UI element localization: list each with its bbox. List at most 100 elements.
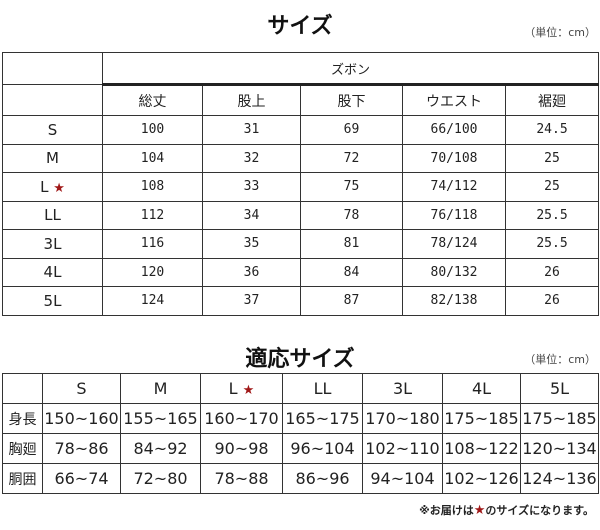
empty-cell [2,84,103,116]
row-label: 胴囲 [2,463,43,494]
table-cell: 66~74 [42,463,121,494]
empty-cell [2,52,103,85]
size-text: 3L [43,234,62,253]
table-cell: 25 [504,143,600,173]
size-chart-title: サイズ [267,14,333,39]
size-label: 4L [2,257,103,287]
size-label: L ★ [2,172,103,202]
fit-size-table: S M L ★ LL 3L 4L 5L 身長 150~160 155~165 160~170 165… [2,373,599,494]
size-label: LL [2,200,103,230]
star-icon: ★ [242,383,255,398]
table-cell: 72 [300,143,403,173]
table-cell: 34 [202,200,301,230]
table-row: 胴囲 66~74 72~80 78~88 86~96 94~104 102~126 124~1… [2,463,599,494]
size-text: S [76,379,87,398]
table-cell: 120 [102,257,203,287]
table-cell: 25.5 [504,229,600,259]
table-cell: 72~80 [120,463,201,494]
table-cell: 150~160 [42,403,121,434]
table-cell: 75 [300,172,403,202]
table-cell: 102~110 [362,433,443,464]
row-label: 胸廻 [2,433,43,464]
column-header: 総丈 [102,84,203,116]
table-cell: 37 [202,286,301,316]
column-header: 股下 [300,84,403,116]
star-icon: ★ [473,503,486,518]
table-cell: 78 [300,200,403,230]
table-cell: 84~92 [120,433,201,464]
table-cell: 69 [300,115,403,145]
size-text: M [46,149,59,168]
size-label: M [2,143,103,173]
table-cell: 74/112 [402,172,506,202]
table-cell: 84 [300,257,403,287]
size-text: L [228,379,238,398]
size-text: 4L [43,263,62,282]
table-cell: 100 [102,115,203,145]
table-cell: 32 [202,143,301,173]
table-cell: 24.5 [504,115,600,145]
size-text: LL [44,206,61,225]
table-row: S 100 31 69 66/100 24.5 [2,115,600,145]
table-row: 3L 116 35 81 78/124 25.5 [2,229,600,259]
table-cell: 78~86 [42,433,121,464]
table-cell: 76/118 [402,200,506,230]
table-cell: 104 [102,143,203,173]
table-cell: 36 [202,257,301,287]
table-row: 4L 120 36 84 80/132 26 [2,257,600,287]
table-cell: 80/132 [402,257,506,287]
table-cell: 86~96 [282,463,363,494]
table-row: 5L 124 37 87 82/138 26 [2,286,600,316]
note-text: のサイズになります。 [485,504,594,517]
table-cell: 66/100 [402,115,506,145]
size-label: 5L [2,286,103,316]
size-text: 3L [392,379,413,398]
table-cell: 112 [102,200,203,230]
row-label: 身長 [2,403,43,434]
table-cell: 81 [300,229,403,259]
table-cell: 82/138 [402,286,506,316]
size-text: L [40,177,49,196]
size-label: S [2,115,103,145]
table-cell: 160~170 [200,403,283,434]
column-header: 裾廻 [504,84,600,116]
table-cell: 170~180 [362,403,443,434]
table-cell: 124 [102,286,203,316]
size-header: S [42,373,121,404]
table-cell: 90~98 [200,433,283,464]
table-cell: 25 [504,172,600,202]
size-header: M [120,373,201,404]
table-cell: 124~136 [520,463,599,494]
star-icon: ★ [53,180,65,196]
table-cell: 165~175 [282,403,363,434]
table-cell: 108 [102,172,203,202]
size-header: 3L [362,373,443,404]
table-cell: 120~134 [520,433,599,464]
fit-chart-title: 適応サイズ [245,347,355,372]
size-text: LL [313,379,332,398]
size-header: L ★ [200,373,283,404]
table-cell: 70/108 [402,143,506,173]
table-cell: 78~88 [200,463,283,494]
column-header: ウエスト [402,84,506,116]
table-cell: 94~104 [362,463,443,494]
table-row: L ★ 108 33 75 74/112 25 [2,172,600,202]
empty-cell [2,373,43,404]
table-cell: 96~104 [282,433,363,464]
note-text: ※お届けは [419,504,474,517]
table-row: LL 112 34 78 76/118 25.5 [2,200,600,230]
table-row: M 104 32 72 70/108 25 [2,143,600,173]
table-cell: 175~185 [520,403,599,434]
table-cell: 78/124 [402,229,506,259]
table-cell: 108~122 [442,433,521,464]
table-cell: 175~185 [442,403,521,434]
fit-chart-unit: （単位：cm） [524,353,596,366]
size-text: 5L [549,379,570,398]
table-cell: 26 [504,257,600,287]
size-header: 4L [442,373,521,404]
size-text: S [47,120,58,139]
table-cell: 25.5 [504,200,600,230]
group-header: ズボン [101,52,600,86]
table-cell: 87 [300,286,403,316]
size-header: LL [282,373,363,404]
